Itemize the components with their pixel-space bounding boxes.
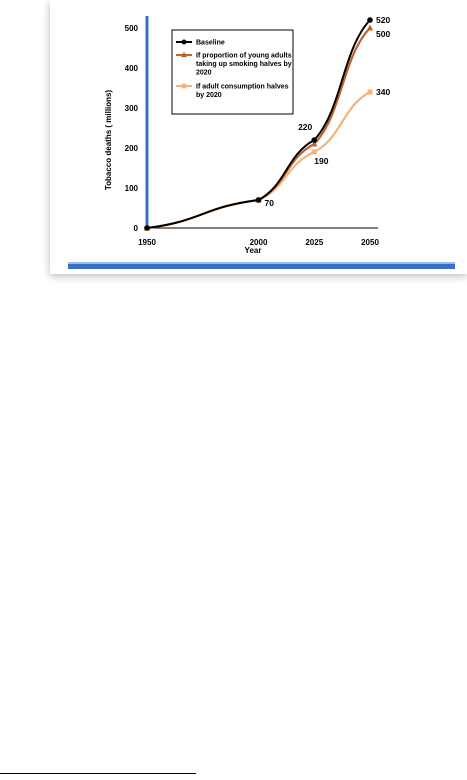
data-point [311, 137, 318, 143]
data-label: 220 [298, 122, 312, 132]
y-tick-label: 400 [125, 64, 139, 73]
data-point [144, 225, 150, 231]
series-layer [143, 17, 374, 231]
x-tick-label: 2025 [305, 238, 323, 247]
footnote-separator [0, 773, 196, 774]
legend-label: 2020 [196, 70, 212, 77]
y-tick-label: 0 [134, 224, 139, 233]
y-tick-label: 100 [125, 184, 139, 193]
x-tick-label: 1950 [138, 238, 156, 247]
axes-layer [68, 16, 455, 269]
data-point [367, 89, 373, 95]
legend-label: If proportion of young adults [196, 53, 292, 60]
bottom-bar-highlight [68, 262, 455, 264]
label-layer: 0 100 200 300 400 500 1950 2000 2025 2050 70 220 190… [125, 15, 391, 247]
legend-box [171, 29, 294, 115]
data-point [367, 17, 373, 23]
legend: Baseline If proportion of young adultstak… [171, 29, 294, 115]
x-tick-label: 2000 [250, 238, 268, 247]
data-label: 70 [265, 198, 275, 208]
y-axis-title: Tobacco deaths ( millions) [104, 90, 113, 191]
legend-label: Baseline [196, 40, 225, 47]
y-tick-label: 200 [125, 144, 139, 153]
y-tick-label: 300 [125, 104, 139, 113]
x-axis-title: Year [245, 246, 262, 255]
series-line [146, 19, 371, 229]
chart-figure: 0 100 200 300 400 500 1950 2000 2025 2050 70 220 190… [50, 0, 467, 274]
data-label: 340 [376, 87, 390, 97]
line-chart: 0 100 200 300 400 500 1950 2000 2025 2050 70 220 190… [68, 15, 455, 269]
legend-label: If adult consumption halves [196, 84, 289, 91]
y-tick-label: 500 [125, 24, 139, 33]
data-point [366, 24, 374, 31]
data-label: 520 [376, 15, 390, 25]
legend-label: by 2020 [196, 92, 222, 99]
data-point [255, 197, 262, 203]
data-label: 190 [314, 156, 328, 166]
data-point [311, 149, 317, 155]
x-tick-label: 2050 [361, 238, 379, 247]
legend-label: taking up smoking halves by [196, 61, 292, 68]
legend-marker [181, 51, 187, 58]
legend-marker [181, 83, 187, 89]
data-label: 500 [376, 29, 390, 39]
data-point [311, 140, 318, 147]
legend-marker [181, 39, 187, 45]
bottom-bar [68, 264, 455, 269]
